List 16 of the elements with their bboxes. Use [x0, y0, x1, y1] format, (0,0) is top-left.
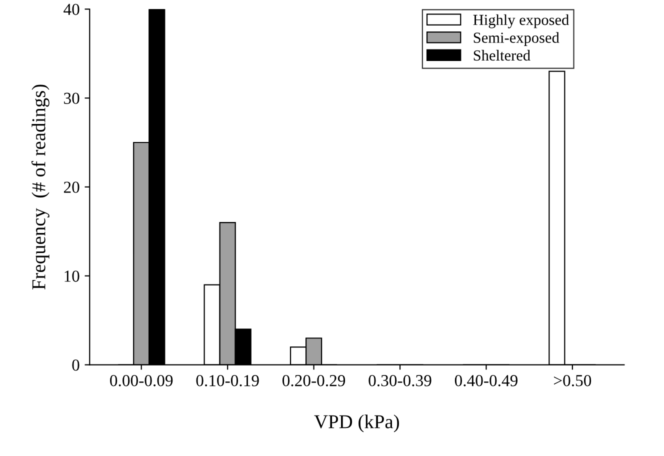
- x-tick-label: 0.20-0.29: [282, 375, 346, 386]
- x-tick-label: 0.40-0.49: [454, 375, 518, 386]
- x-axis-title: VPD (kPa): [314, 414, 399, 432]
- legend-label: Semi-exposed: [474, 32, 560, 46]
- y-tick-label: 0: [72, 360, 80, 371]
- y-tick-label: 30: [64, 92, 80, 104]
- y-tick-label: 40: [64, 4, 80, 16]
- legend-label: Sheltered: [474, 50, 530, 61]
- x-tick-label: 0.00-0.09: [110, 375, 173, 386]
- legend-label: Highly exposed: [473, 14, 569, 28]
- y-axis-title: Frequency (# of readings): [31, 84, 50, 290]
- y-tick-label: 10: [64, 270, 80, 282]
- x-tick-label: 0.10-0.19: [196, 375, 259, 386]
- x-tick-label: >0.50: [554, 375, 592, 386]
- y-tick-label: 20: [64, 182, 80, 193]
- x-tick-label: 0.30-0.39: [368, 375, 432, 386]
